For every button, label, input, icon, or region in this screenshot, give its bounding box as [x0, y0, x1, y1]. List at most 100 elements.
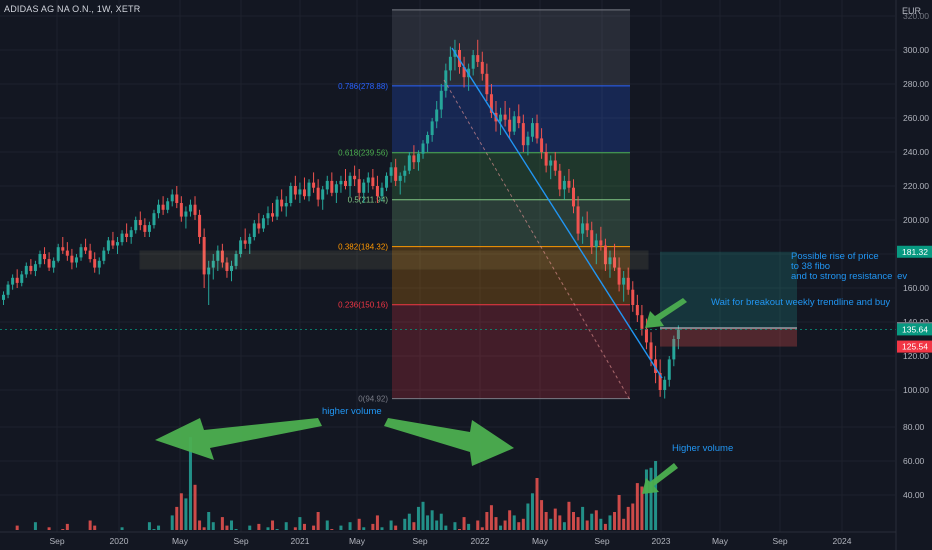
candle-body	[480, 61, 484, 74]
candle-body	[147, 225, 151, 232]
volume-bar	[599, 518, 603, 530]
candle-body	[161, 204, 165, 210]
annotation-rise-3: and to strong resistance lev	[791, 271, 907, 282]
volume-bar	[558, 515, 562, 530]
volume-bars	[15, 437, 658, 530]
candle-body	[134, 220, 138, 231]
volume-bar	[371, 523, 375, 530]
candle-body	[93, 259, 97, 268]
fib-level-label: 0.382(184.32)	[338, 243, 388, 252]
volume-bar	[562, 522, 566, 530]
candle-body	[658, 373, 662, 390]
price-badge-label: 181.32	[902, 247, 928, 257]
candle-body	[293, 186, 297, 195]
time-tick-label: 2020	[110, 536, 129, 546]
volume-bar	[225, 525, 229, 530]
candle-body	[38, 254, 42, 265]
annotation-higher-volume-2: Higher volume	[672, 443, 733, 454]
candle-body	[398, 175, 402, 181]
volume-bar	[198, 520, 202, 530]
fibonacci-retracement[interactable]: 0.786(278.88) 0.618(239.56) 0.5(211.94) 0.3…	[338, 9, 630, 404]
price-badge-label: 125.54	[902, 342, 928, 352]
candle-body	[138, 220, 142, 226]
volume-bar	[170, 515, 174, 530]
candle-body	[517, 116, 521, 124]
candle-body	[234, 254, 238, 266]
candle-body	[106, 240, 110, 251]
candle-body	[188, 204, 192, 212]
volume-bar	[644, 469, 648, 530]
candle-body	[6, 284, 10, 295]
volume-bar	[526, 503, 530, 530]
candle-body	[56, 247, 60, 261]
volume-bar	[207, 512, 211, 530]
volume-bar	[499, 525, 503, 530]
volume-bar	[298, 517, 302, 530]
price-badge	[897, 323, 932, 336]
long-position-stop-zone	[660, 328, 797, 347]
volume-bar	[394, 525, 398, 530]
volume-bar	[152, 529, 156, 530]
candle-body	[549, 160, 553, 166]
volume-bar	[530, 493, 534, 530]
currency-label: EUR	[902, 6, 922, 16]
candle-body	[407, 155, 411, 171]
price-badge	[897, 340, 932, 353]
candle-body	[225, 262, 229, 271]
volume-bar	[467, 523, 471, 530]
candle-body	[353, 175, 357, 180]
candle-body	[572, 187, 575, 207]
candle-body	[403, 170, 407, 176]
volume-bar	[626, 506, 630, 530]
candle-body	[24, 265, 28, 275]
volume-bar	[613, 512, 617, 530]
volume-bar	[549, 518, 553, 530]
candle-body	[344, 180, 347, 186]
price-tick-label: 300.00	[903, 45, 929, 55]
candle-body	[220, 250, 224, 263]
candle-body	[421, 143, 425, 154]
candle-body	[375, 186, 379, 197]
candle-body	[416, 153, 420, 163]
candle-body	[508, 119, 512, 132]
volume-bar	[202, 527, 206, 530]
volume-bar	[47, 527, 51, 530]
time-tick-label: 2023	[652, 536, 671, 546]
volume-bar	[184, 498, 188, 530]
volume-bar	[271, 520, 275, 530]
candle-body	[380, 187, 384, 197]
candle-body	[394, 167, 398, 181]
candle-body	[20, 274, 24, 283]
candle-body	[512, 116, 516, 132]
price-tick-label: 280.00	[903, 79, 929, 89]
volume-arrow-right	[384, 418, 514, 466]
annotation-breakout: Wait for breakout weekly trendline and b…	[711, 297, 890, 308]
volume-bar	[193, 484, 197, 530]
volume-bar	[275, 529, 279, 530]
symbol-title[interactable]: ADIDAS AG NA O.N., 1W, XETR	[4, 4, 141, 14]
volume-bar	[462, 517, 466, 530]
candle-body	[70, 255, 74, 263]
candle-body	[65, 250, 69, 256]
time-tick-label: 2021	[291, 536, 310, 546]
volume-bar	[540, 500, 544, 530]
drawings[interactable]: higher volume Higher volume Possible rise …	[0, 47, 907, 494]
candle-body	[33, 264, 37, 271]
volume-bar	[476, 520, 480, 530]
candle-body	[284, 203, 288, 207]
volume-bar	[458, 529, 461, 530]
candle-body	[521, 123, 525, 146]
candle-body	[389, 167, 393, 176]
volume-bar	[33, 522, 37, 530]
price-axis[interactable]: 320.00 300.00 280.00 260.00 240.00 220.00 200.…	[895, 0, 932, 550]
grid	[0, 0, 895, 532]
price-tick-label: 40.00	[903, 490, 925, 500]
time-axis[interactable]: Sep 2020 May Sep 2021 May Sep 2022 May Sep 2023 May…	[0, 531, 896, 546]
candle-body	[339, 180, 343, 185]
candle-body	[302, 189, 306, 197]
candle-body	[644, 328, 648, 343]
candle-body	[448, 56, 452, 71]
volume-bar	[220, 517, 224, 530]
long-position-target-zone	[660, 251, 797, 329]
